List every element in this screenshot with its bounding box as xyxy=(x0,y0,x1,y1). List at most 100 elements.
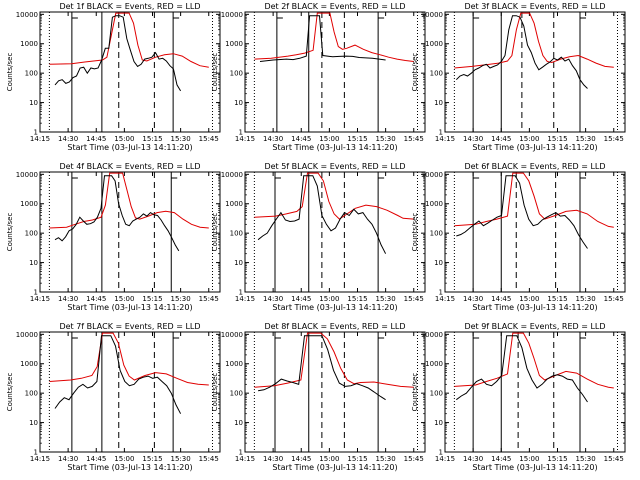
lld-series-line xyxy=(49,332,209,386)
x-axis-label: Start Time (03-Jul-13 14:11:20) xyxy=(67,303,192,312)
y-tick-label: 10000 xyxy=(221,331,243,339)
panel-title: Det 4f BLACK = Events, RED = LLD xyxy=(59,162,200,171)
x-tick-label: 14:30 xyxy=(463,455,483,463)
y-tick-label: 10 xyxy=(434,259,443,267)
x-axis-label: Start Time (03-Jul-13 14:11:20) xyxy=(67,463,192,472)
y-tick-label: 10000 xyxy=(421,11,443,19)
panel-title: Det 3f BLACK = Events, RED = LLD xyxy=(464,2,605,11)
x-tick-label: 14:15 xyxy=(235,135,255,143)
lld-series-line xyxy=(454,172,614,228)
y-tick-label: 1 xyxy=(439,129,443,137)
x-tick-label: 14:15 xyxy=(30,455,50,463)
plot-frame xyxy=(244,11,426,133)
panel-title: Det 1f BLACK = Events, RED = LLD xyxy=(59,2,200,11)
x-tick-label: 14:15 xyxy=(235,295,255,303)
panel-4: Det 4f BLACK = Events, RED = LLD 1 10 100 10… xyxy=(6,162,221,312)
x-axis-label: Start Time (03-Jul-13 14:11:20) xyxy=(272,463,397,472)
events-series-line xyxy=(456,175,588,249)
x-tick-label: 15:00 xyxy=(319,455,339,463)
x-tick-label: 15:45 xyxy=(604,295,624,303)
y-tick-label: 1000 xyxy=(20,360,38,368)
events-series-line xyxy=(54,15,182,92)
x-tick-label: 15:15 xyxy=(142,135,162,143)
x-axis-label: Start Time (03-Jul-13 14:11:20) xyxy=(472,143,597,152)
y-tick-label: 1 xyxy=(239,129,243,137)
lld-series-line xyxy=(454,12,614,69)
x-tick-label: 15:00 xyxy=(114,455,134,463)
x-tick-label: 15:15 xyxy=(547,135,567,143)
events-series-line xyxy=(259,15,386,62)
events-series-line xyxy=(455,15,588,89)
x-tick-label: 14:45 xyxy=(291,135,311,143)
y-axis-label: Counts/sec xyxy=(6,213,14,252)
lld-series-line xyxy=(254,332,414,388)
y-tick-label: 1000 xyxy=(20,200,38,208)
y-tick-label: 1000 xyxy=(225,200,243,208)
x-tick-label: 14:30 xyxy=(58,455,78,463)
y-tick-label: 10 xyxy=(234,259,243,267)
plot-frame xyxy=(39,331,221,453)
plot-frame xyxy=(444,171,626,293)
panel-title: Det 6f BLACK = Events, RED = LLD xyxy=(464,162,605,171)
y-tick-label: 100 xyxy=(230,70,243,78)
panel-title: Det 8f BLACK = Events, RED = LLD xyxy=(264,322,405,331)
panel-5: Det 5f BLACK = Events, RED = LLD 1 10 100 10… xyxy=(211,162,426,312)
x-tick-label: 14:30 xyxy=(463,135,483,143)
y-tick-label: 1000 xyxy=(20,40,38,48)
panel-3: Det 3f BLACK = Events, RED = LLD 1 10 100 10… xyxy=(411,2,626,152)
y-tick-label: 10 xyxy=(234,99,243,107)
y-tick-label: 1 xyxy=(439,449,443,457)
x-tick-label: 14:15 xyxy=(30,135,50,143)
events-series-line xyxy=(456,335,588,403)
x-tick-label: 15:45 xyxy=(199,135,219,143)
x-tick-label: 15:45 xyxy=(404,135,424,143)
x-tick-label: 15:45 xyxy=(604,135,624,143)
y-axis-label: Counts/sec xyxy=(211,213,219,252)
y-axis-label: Counts/sec xyxy=(411,373,419,412)
lld-series-line xyxy=(454,332,614,389)
x-tick-label: 15:00 xyxy=(519,135,539,143)
y-tick-label: 100 xyxy=(430,390,443,398)
y-tick-label: 10000 xyxy=(221,171,243,179)
y-tick-label: 10 xyxy=(434,419,443,427)
x-tick-label: 15:45 xyxy=(199,295,219,303)
panel-2: Det 2f BLACK = Events, RED = LLD 1 10 100 10… xyxy=(211,2,426,152)
y-tick-label: 1000 xyxy=(425,40,443,48)
x-tick-label: 14:30 xyxy=(263,455,283,463)
y-tick-label: 1 xyxy=(439,289,443,297)
y-tick-label: 100 xyxy=(230,390,243,398)
y-axis-label: Counts/sec xyxy=(411,53,419,92)
y-tick-label: 1000 xyxy=(425,200,443,208)
x-tick-label: 15:45 xyxy=(404,295,424,303)
y-tick-label: 1000 xyxy=(225,360,243,368)
x-tick-label: 14:45 xyxy=(291,455,311,463)
x-tick-label: 15:00 xyxy=(519,295,539,303)
y-tick-label: 10000 xyxy=(221,11,243,19)
y-tick-label: 1 xyxy=(34,449,38,457)
x-tick-label: 15:15 xyxy=(347,295,367,303)
panel-title: Det 9f BLACK = Events, RED = LLD xyxy=(464,322,605,331)
x-tick-label: 14:30 xyxy=(58,135,78,143)
lld-series-line xyxy=(49,12,209,68)
events-series-line xyxy=(257,175,387,254)
x-tick-label: 14:15 xyxy=(435,295,455,303)
panel-1: Det 1f BLACK = Events, RED = LLD 1 10 100 10… xyxy=(6,2,221,152)
x-tick-label: 15:15 xyxy=(347,135,367,143)
plot-frame xyxy=(444,331,626,453)
x-tick-label: 14:30 xyxy=(263,135,283,143)
x-tick-label: 14:30 xyxy=(263,295,283,303)
y-axis-label: Counts/sec xyxy=(211,53,219,92)
y-tick-label: 1000 xyxy=(225,40,243,48)
y-tick-label: 10 xyxy=(434,99,443,107)
x-tick-label: 14:30 xyxy=(463,295,483,303)
x-tick-label: 14:15 xyxy=(235,455,255,463)
x-tick-label: 15:30 xyxy=(576,135,596,143)
y-tick-label: 10000 xyxy=(16,171,38,179)
y-tick-label: 100 xyxy=(25,390,38,398)
x-tick-label: 14:15 xyxy=(435,135,455,143)
y-tick-label: 1 xyxy=(239,449,243,457)
y-tick-label: 10000 xyxy=(16,11,38,19)
x-tick-label: 15:15 xyxy=(547,295,567,303)
x-tick-label: 15:30 xyxy=(576,455,596,463)
